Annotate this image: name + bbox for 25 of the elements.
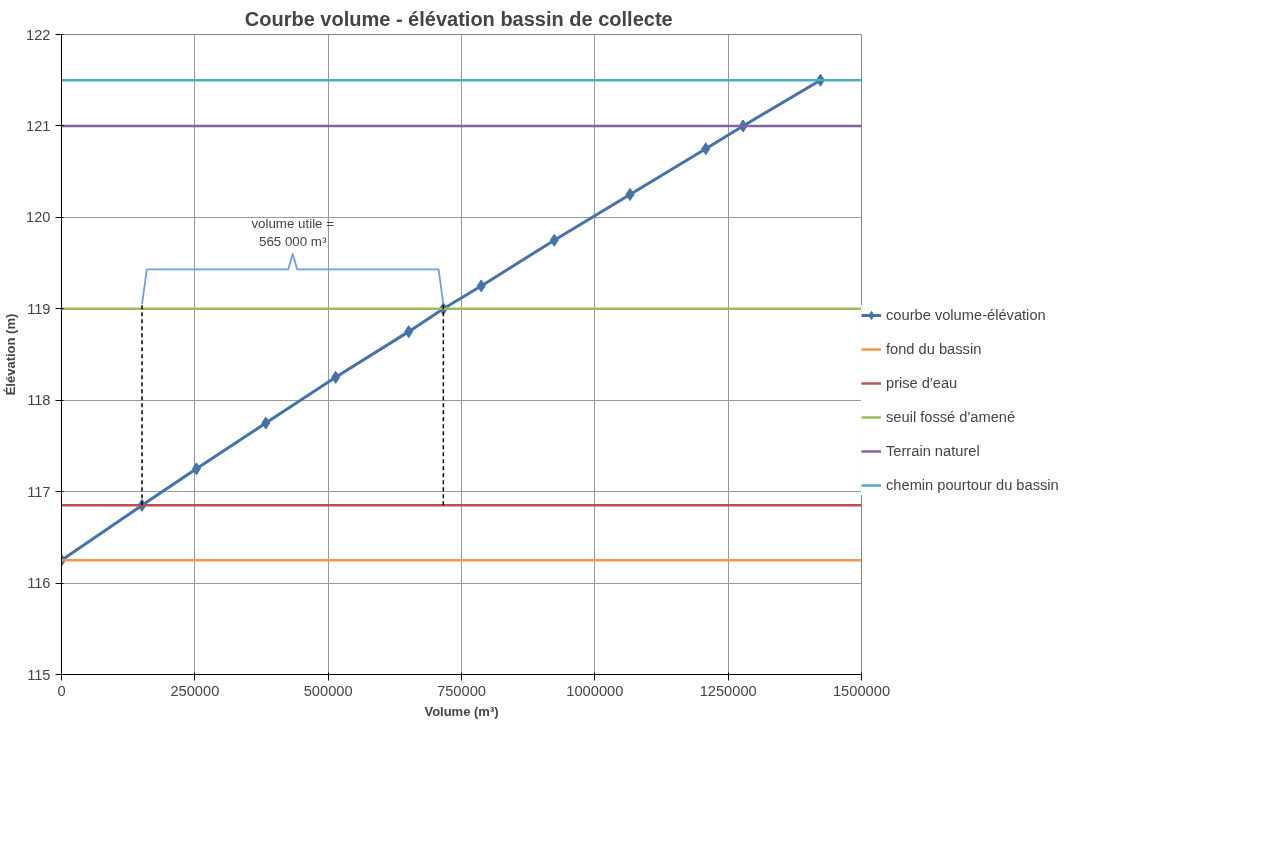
chart-title: Courbe volume - élévation bassin de collecte [244,7,673,30]
x-tick-label: 1500000 [832,682,891,699]
x-tick-label: 1000000 [566,682,624,699]
x-axis-title: Volume (m³) [424,703,499,719]
legend-label: Terrain naturel [886,442,980,459]
x-tick-label: 0 [57,682,66,699]
x-tick-label: 250000 [170,682,220,699]
y-tick-label: 116 [27,575,51,592]
y-axis-title: Élévation (m) [3,313,19,396]
legend-label: chemin pourtour du bassin [886,476,1059,493]
x-tick-label: 500000 [303,682,353,699]
y-tick-label: 118 [27,392,51,409]
y-tick-label: 115 [27,666,51,683]
legend-label: prise d'eau [886,374,958,391]
legend-label: seuil fossé d'amené [886,408,1016,425]
y-tick-label: 117 [27,483,51,500]
x-tick-label: 1250000 [699,682,757,699]
annotation: volume utile = 565 000 m³ [251,216,335,250]
y-tick-label: 120 [26,209,51,226]
y-tick-label: 121 [26,117,51,134]
legend-label: fond du bassin [886,340,982,357]
legend-label: courbe volume-élévation [886,306,1046,323]
y-tick-label: 119 [27,300,51,317]
y-tick-label: 122 [26,26,51,43]
x-tick-label: 750000 [437,682,486,699]
